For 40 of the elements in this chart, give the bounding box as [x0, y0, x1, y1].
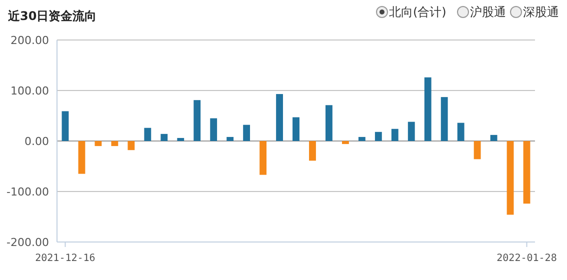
bar	[128, 141, 135, 150]
bar	[457, 122, 464, 141]
bar	[62, 111, 69, 141]
text: 沪股通	[470, 5, 506, 19]
bar	[177, 138, 184, 141]
bar	[309, 141, 316, 161]
bar	[292, 117, 300, 141]
bar	[210, 118, 218, 141]
y-tick-label: 0.00	[24, 135, 49, 148]
y-tick-label: -200.00	[6, 236, 49, 249]
bar	[243, 124, 250, 141]
bar	[144, 128, 152, 141]
bar	[276, 94, 283, 141]
bar	[342, 141, 349, 144]
x-tick-label: 2022-01-28	[496, 253, 557, 264]
chart-title: 近30日资金流向	[7, 9, 97, 23]
bar	[260, 141, 266, 175]
text: 深股通	[523, 5, 559, 19]
bar	[490, 134, 498, 141]
bar	[506, 141, 514, 215]
bar	[474, 141, 481, 160]
x-tick-label: 2021-12-16	[35, 253, 96, 264]
bar	[408, 122, 415, 141]
bar	[160, 134, 168, 141]
bar	[78, 141, 86, 174]
bar	[226, 136, 234, 141]
bar	[326, 105, 332, 141]
y-tick-label: -100.00	[6, 186, 49, 198]
bar	[374, 132, 382, 141]
bar	[523, 141, 530, 204]
bar	[358, 136, 366, 141]
bar	[440, 97, 448, 141]
bar	[194, 100, 201, 141]
bar	[94, 141, 102, 146]
text: 北向(合计)	[389, 5, 446, 19]
y-tick-label: 200.00	[10, 34, 49, 47]
bar	[424, 77, 432, 141]
y-tick-label: 100.00	[10, 84, 49, 98]
bar	[391, 128, 398, 141]
bar	[111, 141, 118, 146]
